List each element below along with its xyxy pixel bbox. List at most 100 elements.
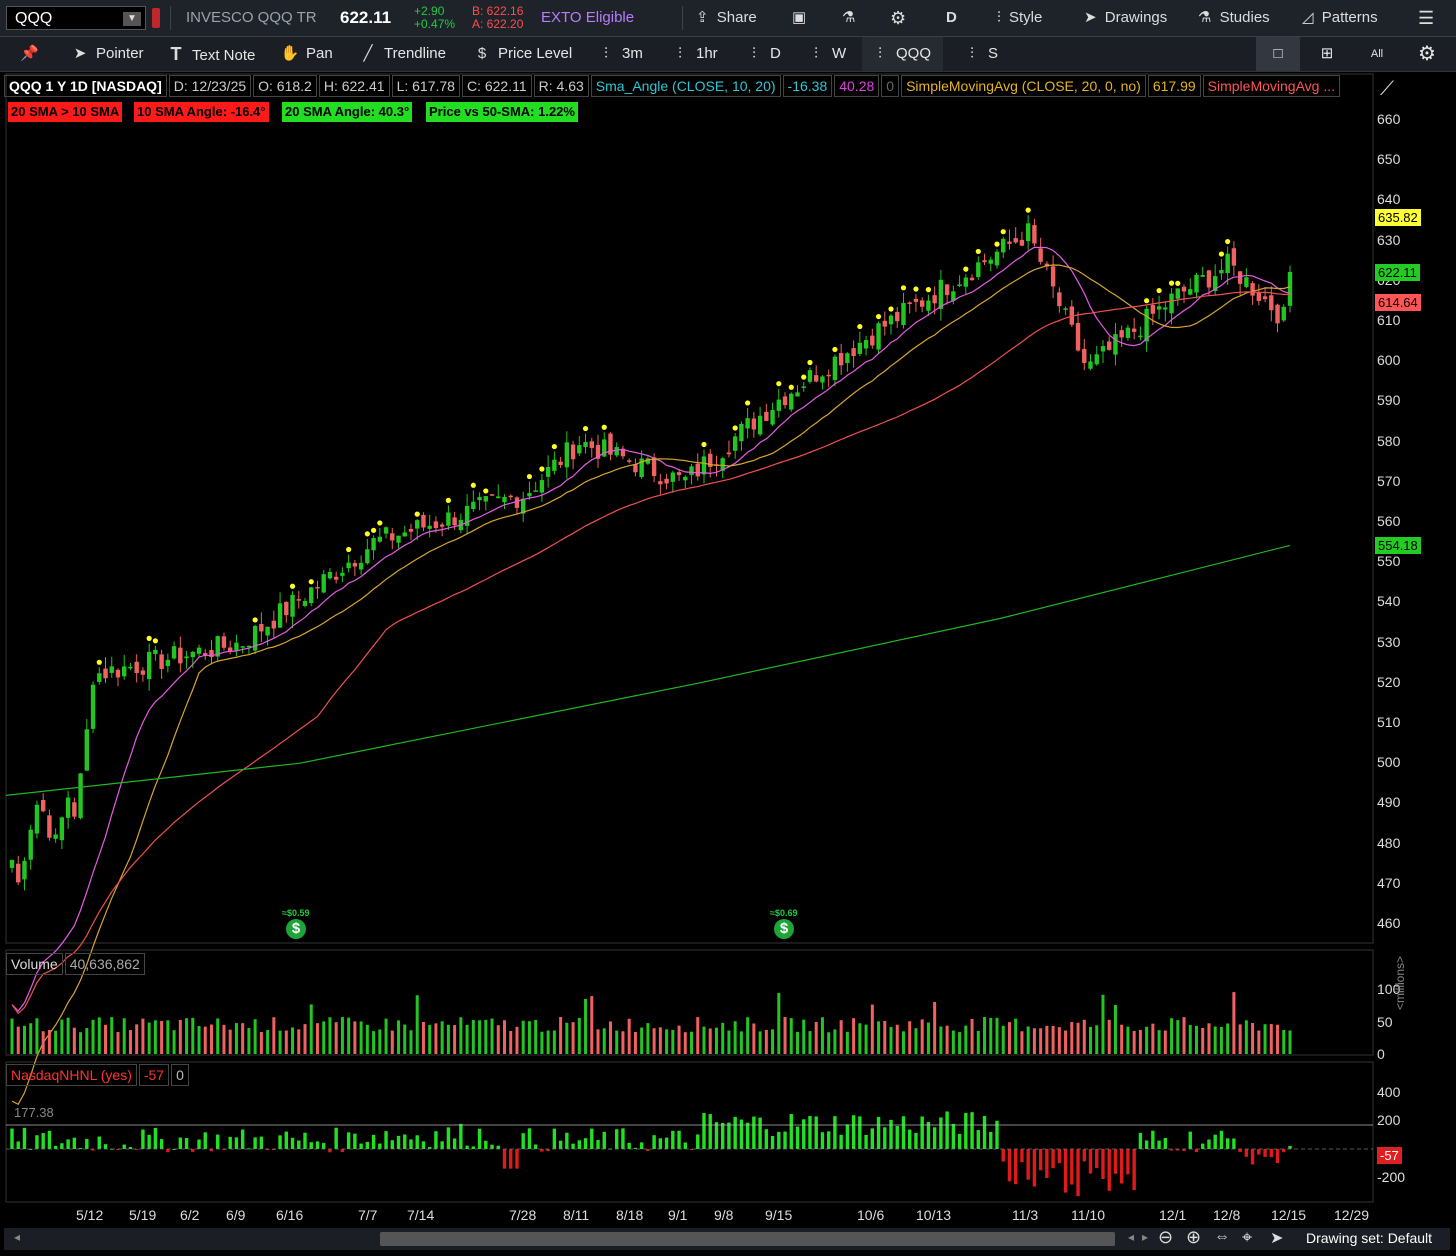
nhnl-pane-header: NasdaqNHNL (yes) -57 0 (6, 1064, 191, 1086)
nhnl-bar (415, 1135, 419, 1149)
scroll-left-icon[interactable]: ◂ (1128, 1230, 1135, 1244)
style-button[interactable]: ⫶ Style (997, 0, 1042, 36)
pointer-tool[interactable]: ➤ Pointer (70, 37, 144, 71)
volume-bar (222, 1024, 226, 1054)
time-axis-label: 11/3 (1012, 1207, 1039, 1223)
study-sma-angle[interactable]: Sma_Angle (CLOSE, 10, 20) (590, 75, 781, 97)
study-sma20[interactable]: SimpleMovingAvg (CLOSE, 20, 0, no) (901, 75, 1146, 97)
candle-body (271, 620, 277, 629)
timeframe-d[interactable]: ⫶ D (744, 37, 781, 71)
nhnl-bar (558, 1140, 563, 1149)
grid-layout-button[interactable]: ⊞ (1310, 37, 1344, 71)
settings-button[interactable]: ⚙ (890, 0, 906, 36)
trendline-tool[interactable]: ╱ Trendline (358, 37, 446, 71)
zoom-in-icon[interactable]: ⊕ (1186, 1227, 1202, 1247)
study-sma50[interactable]: SimpleMovingAvg ... (1202, 75, 1341, 97)
price-axis-label: 470 (1377, 874, 1401, 891)
dividend-icon[interactable]: $ (286, 919, 306, 939)
sma200-line (5, 544, 1291, 796)
nhnl-bar (1225, 1138, 1230, 1149)
study-sma-angle-v1: -16.38 (782, 75, 833, 97)
crosshair-icon[interactable]: ⌖ (1242, 1227, 1253, 1247)
chart-settings-button[interactable]: ⚙ (1410, 37, 1444, 71)
volume-bar (901, 1031, 905, 1054)
volume-bar (22, 1025, 26, 1054)
new-high-dot (807, 359, 813, 366)
link-flag-icon[interactable] (152, 8, 160, 28)
volume-bar (677, 1025, 681, 1054)
volume-bar (315, 1023, 319, 1054)
scroll-right-icon[interactable]: ▸ (1142, 1230, 1149, 1244)
drawings-button[interactable]: ➤ Drawings (1084, 0, 1167, 36)
volume-bar (41, 1031, 45, 1054)
zoom-out-icon[interactable]: ⊖ (1158, 1227, 1174, 1247)
price-axis-label: 590 (1377, 392, 1401, 409)
camera-icon: ▣ (792, 9, 807, 26)
all-button[interactable]: All (1360, 37, 1394, 71)
symbol-grid-qqq[interactable]: ⫶ QQQ (862, 37, 944, 71)
candle-body (1094, 354, 1099, 365)
volume-bar (10, 1018, 14, 1054)
cursor-icon[interactable]: ➤ (1270, 1230, 1284, 1247)
nhnl-label[interactable]: NasdaqNHNL (yes) (6, 1064, 137, 1086)
patterns-button[interactable]: ◿ Patterns (1302, 0, 1378, 36)
candle-body (402, 532, 407, 537)
timeframe-w[interactable]: ⫶ W (806, 37, 846, 71)
single-layout-button[interactable]: □ (1256, 37, 1300, 71)
scroll-left-icon[interactable]: ◂ (14, 1230, 21, 1244)
pan-tool[interactable]: ✋ Pan (280, 37, 333, 71)
timeframe-3m[interactable]: ⫶ 3m (596, 37, 643, 71)
share-button[interactable]: ⇪ Share (696, 0, 757, 36)
candle-body (1044, 263, 1050, 267)
nhnl-bar (1157, 1140, 1161, 1149)
drawing-set-label[interactable]: Drawing set: Default (1306, 1230, 1433, 1246)
scrollbar-thumb[interactable] (380, 1232, 1115, 1246)
volume-bar (1126, 1026, 1130, 1054)
studies-button[interactable]: ⚗ Studies (1198, 0, 1270, 36)
symbol-grid-qqq-label: QQQ (896, 45, 932, 62)
nhnl-bar (403, 1134, 407, 1149)
candle-body (1181, 286, 1187, 292)
dividend-icon[interactable]: $ (774, 919, 794, 939)
axis-scale-icon[interactable]: ⟋ (1380, 78, 1394, 100)
snapshot-button[interactable]: ▣ (792, 0, 806, 36)
pin-button[interactable]: 📌 (20, 37, 39, 71)
volume-bar (1238, 1024, 1242, 1054)
candle-body (814, 375, 819, 382)
aggregation-button[interactable]: D (946, 9, 957, 26)
nhnl-bar (546, 1149, 550, 1152)
nhnl-bar (1001, 1149, 1005, 1162)
candle-body (489, 494, 495, 496)
new-high-dot (414, 511, 420, 517)
candle-body (1244, 277, 1249, 287)
pan-icon[interactable]: ⇔ (1214, 1228, 1230, 1245)
timeframe-1hr[interactable]: ⫶ 1hr (670, 37, 718, 71)
new-high-dot (1144, 298, 1150, 304)
nhnl-bar (1088, 1149, 1093, 1174)
text-note-tool[interactable]: T Text Note (166, 37, 256, 73)
price-level-tool[interactable]: $ Price Level (472, 37, 572, 71)
volume-bar (209, 1024, 213, 1054)
nhnl-bar (1151, 1130, 1155, 1149)
nhnl-bar (964, 1112, 968, 1149)
volume-bar (502, 1020, 506, 1054)
symbol-dropdown-icon[interactable]: ▼ (123, 12, 141, 26)
nhnl-bar (41, 1133, 45, 1149)
volume-bar (970, 1018, 974, 1054)
volume-bar (546, 1030, 550, 1054)
candle-body (1025, 223, 1031, 242)
volume-bar (1039, 1028, 1043, 1054)
symbol-input[interactable]: QQQ ▼ (6, 6, 146, 30)
symbol-grid-s[interactable]: ⫶ S (962, 37, 998, 71)
candle-body (851, 348, 856, 357)
flask-button[interactable]: ⚗ (842, 0, 855, 36)
nhnl-bar (777, 1131, 781, 1149)
candles-icon: ⫶ (752, 45, 756, 62)
time-axis-label: 12/29 (1334, 1207, 1370, 1223)
candle-body (1119, 330, 1124, 338)
menu-button[interactable]: ☰ (1418, 0, 1434, 36)
volume-label[interactable]: Volume (6, 953, 63, 975)
nhnl-bar (278, 1135, 282, 1149)
time-axis-label: 9/15 (765, 1207, 793, 1223)
